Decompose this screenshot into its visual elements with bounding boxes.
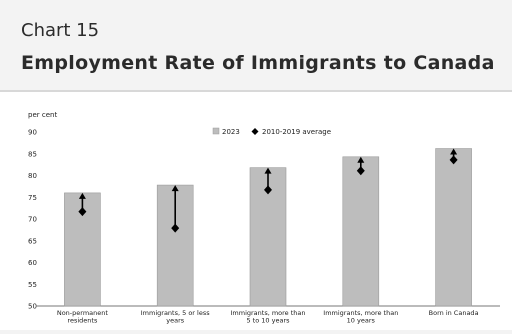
change-arrow-head bbox=[264, 167, 272, 174]
change-arrow-head bbox=[171, 185, 179, 192]
divider bbox=[0, 90, 512, 92]
y-tick-label: 65 bbox=[28, 237, 37, 245]
plot-area: per cent 50 55 60 65 70 75 80 85 90 2023 2010-2019 … bbox=[0, 92, 512, 330]
y-axis-label: per cent bbox=[28, 111, 57, 119]
y-tick-label: 70 bbox=[28, 216, 37, 224]
legend-label: 2023 bbox=[222, 128, 240, 136]
y-tick-label: 55 bbox=[28, 281, 37, 289]
y-tick-label: 50 bbox=[28, 303, 37, 311]
chart-number: Chart 15 bbox=[21, 20, 100, 41]
chart-svg: per cent 50 55 60 65 70 75 80 85 90 2023 2010-2019 … bbox=[28, 111, 500, 325]
chart-title: Employment Rate of Immigrants to Canada bbox=[21, 52, 495, 74]
change-arrow-head bbox=[450, 148, 458, 155]
average-marker bbox=[78, 207, 87, 217]
y-tick-label: 75 bbox=[28, 194, 37, 202]
x-tick-label: Immigrants, more than 10 years bbox=[323, 309, 398, 325]
y-tick-label: 60 bbox=[28, 259, 37, 267]
y-tick-label: 80 bbox=[28, 172, 37, 180]
x-tick-label: Born in Canada bbox=[429, 309, 479, 317]
bar bbox=[435, 148, 472, 307]
bar bbox=[342, 156, 380, 307]
average-marker bbox=[449, 155, 458, 165]
average-marker bbox=[264, 185, 272, 195]
average-marker bbox=[171, 223, 180, 233]
legend-swatch-diamond bbox=[251, 128, 259, 135]
change-arrow-head bbox=[78, 192, 86, 199]
change-arrow-head bbox=[357, 156, 365, 163]
x-tick-label: Immigrants, 5 or less years bbox=[141, 309, 210, 325]
y-tick-label: 90 bbox=[28, 129, 37, 137]
legend-label: 2010-2019 average bbox=[262, 128, 331, 136]
x-tick-label: Non-permanent residents bbox=[57, 309, 109, 325]
x-tick-label: Immigrants, more than 5 to 10 years bbox=[230, 309, 305, 325]
legend-swatch-bar bbox=[212, 127, 220, 135]
y-tick-label: 85 bbox=[28, 150, 37, 158]
average-marker bbox=[356, 166, 365, 176]
